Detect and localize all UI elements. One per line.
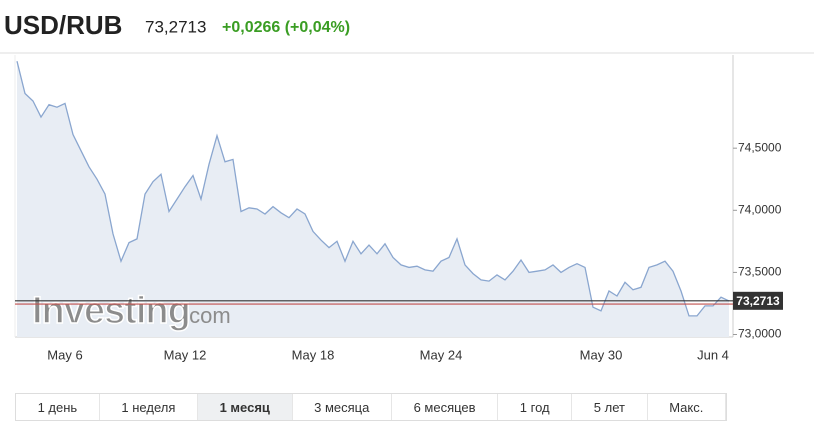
header-divider (0, 52, 814, 54)
y-tick-label: 74,5000 (738, 140, 782, 154)
last-label: 73,2713 (736, 294, 780, 308)
range-button[interactable]: 6 месяцев (392, 394, 499, 420)
x-tick-label: May 24 (420, 347, 463, 362)
x-tick-label: May 18 (292, 347, 335, 362)
range-button[interactable]: 5 лет (572, 394, 648, 420)
range-button[interactable]: 1 день (16, 394, 100, 420)
range-button[interactable]: 1 неделя (100, 394, 198, 420)
chart-title: USD/RUB (4, 10, 122, 40)
range-bar: 1 день 1 неделя 1 месяц 3 месяца 6 месяцев 1 … (15, 393, 727, 421)
chart: USD/RUB 73,2713 +0,0266 (+0,04%) Investi… (0, 10, 814, 362)
change: +0,0266 (+0,04%) (222, 19, 350, 36)
range-button[interactable]: 3 месяца (293, 394, 392, 420)
last-box (733, 291, 783, 310)
x-tick-label: May 12 (164, 347, 207, 362)
x-tick-label: May 6 (47, 347, 82, 362)
y-tick-label: 74,0000 (738, 202, 782, 216)
x-tick-label: May 30 (580, 347, 623, 362)
watermark: Investing (32, 290, 190, 332)
range-button[interactable]: Макс. (648, 394, 726, 420)
y-tick-label: 73,5000 (738, 265, 782, 279)
x-tick-label: Jun 4 (697, 347, 729, 362)
line (16, 61, 730, 317)
range-button[interactable]: 1 месяц (198, 394, 293, 420)
price: 73,2713 (145, 17, 206, 36)
watermark: .com (183, 303, 231, 328)
area (17, 61, 729, 337)
range-button[interactable]: 1 год (498, 394, 573, 420)
y-tick-label: 73,0000 (738, 327, 782, 341)
